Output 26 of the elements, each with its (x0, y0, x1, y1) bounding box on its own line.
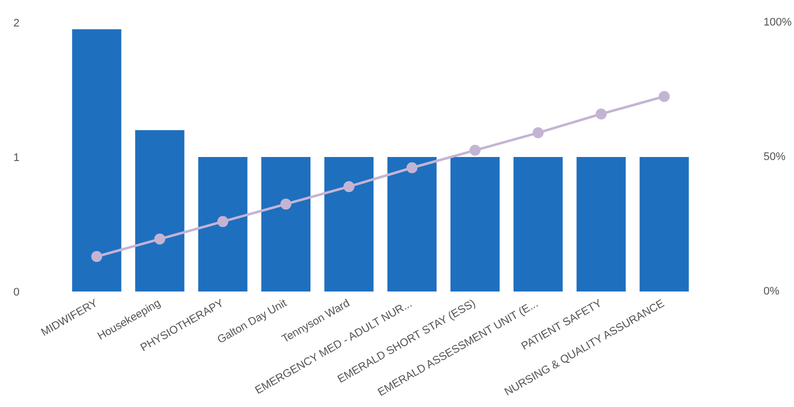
bar (135, 130, 184, 292)
bar (387, 157, 437, 292)
point (532, 127, 544, 138)
point (154, 234, 166, 245)
bar (450, 157, 500, 292)
y-tick-label: 2 (13, 18, 20, 30)
bar (640, 157, 689, 292)
y2-tick-label: 50% (764, 151, 786, 163)
point (343, 181, 354, 192)
point (406, 162, 418, 174)
y-tick-label: 0 (13, 286, 20, 298)
bar (261, 157, 310, 292)
y-tick-label: 1 (13, 152, 20, 164)
point (280, 198, 292, 210)
y2-tick-label: 100% (764, 16, 792, 28)
point (91, 251, 102, 262)
bar (198, 157, 248, 292)
point (658, 90, 670, 102)
bar (576, 157, 626, 292)
bar (324, 157, 374, 292)
point (217, 216, 228, 228)
bar (514, 157, 563, 292)
y2-tick-label: 0% (764, 286, 780, 298)
bar (72, 29, 122, 292)
point (470, 144, 481, 156)
point (596, 108, 607, 120)
